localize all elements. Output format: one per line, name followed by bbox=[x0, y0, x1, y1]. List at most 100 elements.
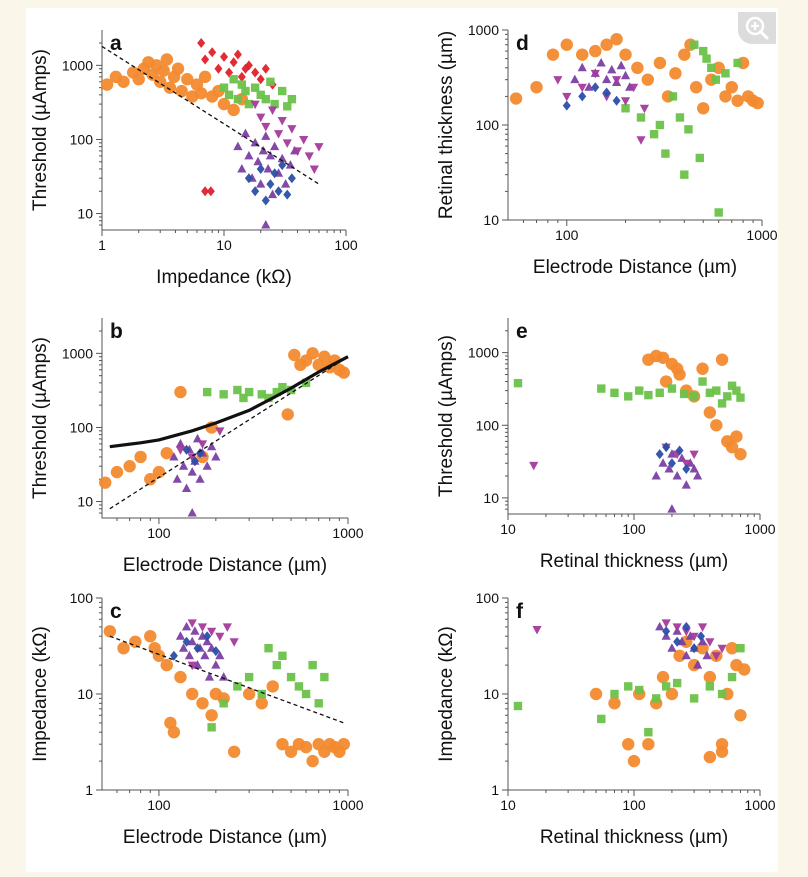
axes-b bbox=[101, 318, 348, 519]
y-tick-label: 10 bbox=[483, 686, 499, 702]
y-tick-label: 100 bbox=[70, 131, 94, 147]
data-point bbox=[670, 362, 684, 375]
data-point bbox=[200, 650, 210, 660]
data-point bbox=[689, 632, 699, 642]
data-point bbox=[698, 377, 707, 386]
series-blue bbox=[169, 631, 220, 661]
data-point bbox=[682, 621, 691, 632]
x-tick-label: 10 bbox=[500, 797, 516, 813]
series-green bbox=[513, 377, 745, 408]
data-point bbox=[197, 440, 208, 449]
data-point bbox=[661, 682, 671, 691]
data-point bbox=[696, 631, 705, 642]
data-point bbox=[288, 348, 301, 362]
data-point bbox=[277, 117, 287, 126]
data-point bbox=[314, 143, 324, 152]
data-point bbox=[751, 96, 764, 110]
data-point bbox=[560, 38, 573, 51]
panel-letter: a bbox=[110, 32, 122, 55]
data-point bbox=[261, 195, 270, 206]
data-point bbox=[306, 347, 319, 360]
x-tick-label: 10 bbox=[216, 237, 232, 253]
data-point bbox=[190, 456, 199, 467]
data-point bbox=[172, 474, 182, 483]
y-tick-label: 100 bbox=[70, 419, 94, 435]
data-point bbox=[717, 689, 727, 699]
data-point bbox=[584, 82, 594, 91]
data-point bbox=[675, 113, 685, 122]
data-point bbox=[214, 63, 223, 74]
data-point bbox=[229, 638, 239, 647]
data-point bbox=[204, 672, 215, 681]
data-point bbox=[681, 459, 691, 469]
fit-curve-solid bbox=[109, 355, 349, 449]
zoom-button[interactable] bbox=[738, 12, 776, 44]
data-point bbox=[208, 47, 217, 58]
data-point bbox=[240, 128, 251, 138]
data-point bbox=[242, 687, 256, 701]
y-tick-label: 100 bbox=[476, 417, 500, 433]
panel-letter: b bbox=[110, 320, 123, 343]
data-point bbox=[194, 87, 208, 100]
data-point bbox=[261, 63, 270, 74]
data-point bbox=[266, 680, 279, 693]
data-point bbox=[717, 399, 727, 408]
data-point bbox=[590, 69, 600, 79]
data-point bbox=[244, 60, 253, 71]
fit-line-dashed bbox=[109, 356, 349, 510]
y-tick-label: 1 bbox=[491, 782, 499, 798]
data-point bbox=[546, 48, 560, 61]
data-point bbox=[264, 643, 273, 653]
data-point bbox=[196, 448, 205, 459]
data-point bbox=[644, 390, 653, 400]
data-point bbox=[734, 447, 747, 461]
data-point bbox=[314, 699, 323, 708]
data-point bbox=[160, 658, 173, 672]
data-point bbox=[636, 113, 646, 122]
series-green bbox=[207, 643, 329, 732]
data-point bbox=[261, 122, 271, 132]
data-point bbox=[702, 650, 712, 660]
data-point bbox=[530, 80, 543, 94]
data-point bbox=[553, 76, 563, 85]
y-axis-label: Impedance (kΩ) bbox=[436, 626, 457, 762]
data-point bbox=[635, 386, 644, 395]
y-tick-label: 100 bbox=[476, 117, 500, 133]
data-point bbox=[681, 650, 691, 660]
data-point bbox=[513, 701, 523, 711]
series-blue bbox=[655, 442, 691, 474]
data-point bbox=[244, 672, 254, 682]
series-magenta bbox=[187, 619, 239, 671]
data-point bbox=[261, 94, 270, 104]
data-point bbox=[229, 57, 238, 68]
data-point bbox=[292, 147, 303, 156]
series-orange bbox=[100, 53, 249, 117]
data-point bbox=[169, 650, 178, 661]
data-point bbox=[703, 750, 717, 764]
data-point bbox=[257, 390, 266, 399]
data-point bbox=[306, 754, 319, 768]
data-point bbox=[187, 619, 197, 628]
panel-c: 100 1000 1 10 100 c Electrode Distance (µm) Imp… bbox=[30, 590, 364, 848]
x-axis-label: Impedance (kΩ) bbox=[156, 267, 292, 288]
data-point bbox=[251, 67, 260, 78]
y-tick-label: 10 bbox=[77, 686, 93, 702]
data-point bbox=[282, 139, 292, 148]
series-blue bbox=[562, 82, 621, 111]
data-point bbox=[278, 382, 287, 392]
data-point bbox=[266, 77, 275, 86]
data-point bbox=[714, 208, 723, 217]
data-point bbox=[250, 100, 260, 110]
data-point bbox=[237, 163, 247, 173]
y-axis-label: Threshold (µAmps) bbox=[30, 49, 51, 211]
y-axis-label: Threshold (µAmps) bbox=[436, 335, 457, 497]
data-point bbox=[600, 38, 613, 51]
data-point bbox=[181, 621, 192, 631]
data-point bbox=[256, 90, 265, 100]
data-point bbox=[620, 70, 631, 80]
data-point bbox=[276, 737, 289, 751]
data-point bbox=[667, 458, 676, 469]
data-point bbox=[266, 179, 275, 190]
data-point bbox=[644, 728, 653, 737]
